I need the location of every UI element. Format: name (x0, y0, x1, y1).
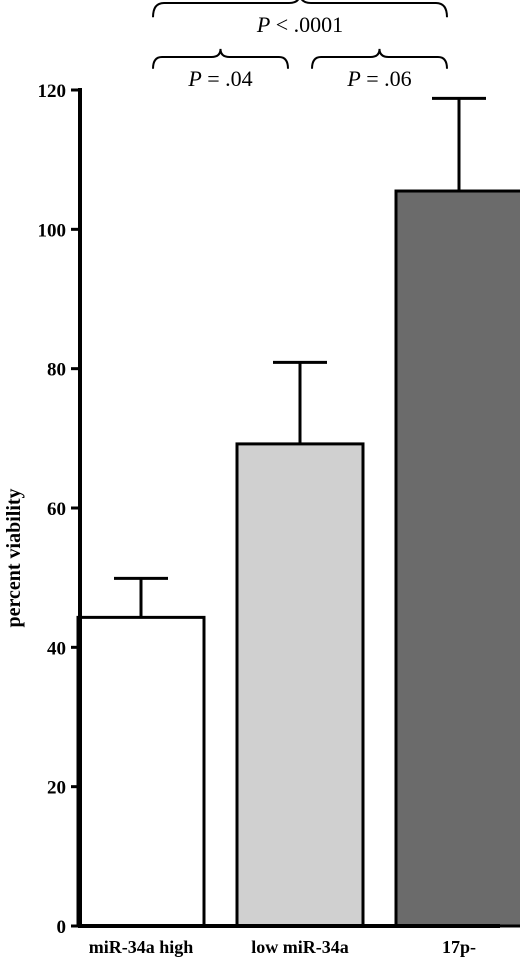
significance-bracket-2 (152, 0, 448, 18)
significance-bracket-0 (152, 48, 289, 69)
y-tick-label-2: 40 (47, 638, 66, 659)
y-axis-title: percent viability (3, 488, 25, 627)
p-value-label-2: P < .0001 (256, 12, 343, 37)
p-value-label-0: P = .04 (187, 66, 252, 91)
p-value-symbol-0: P (187, 66, 201, 91)
significance-bracket-1 (311, 48, 448, 69)
y-tick-label-0: 0 (57, 917, 67, 938)
p-value-symbol-1: P (346, 66, 360, 91)
category-label-2: 17p- (442, 937, 476, 957)
y-tick-label-3: 60 (47, 499, 66, 520)
p-value-text-0: = .04 (202, 66, 253, 91)
y-tick-label-1: 20 (47, 778, 66, 799)
category-label-1: low miR-34a (251, 937, 349, 957)
y-tick-label-4: 80 (47, 360, 66, 381)
bar-2 (394, 189, 520, 928)
y-tick-label-6: 120 (38, 81, 67, 102)
y-tick-label-5: 100 (38, 220, 67, 241)
p-value-label-1: P = .06 (346, 66, 411, 91)
p-value-text-2: < .0001 (270, 12, 343, 37)
p-value-text-1: = .06 (361, 66, 412, 91)
bar-0 (76, 615, 206, 928)
p-value-symbol-2: P (256, 12, 270, 37)
category-label-0: miR-34a high (89, 937, 194, 957)
bar-1 (235, 442, 365, 928)
